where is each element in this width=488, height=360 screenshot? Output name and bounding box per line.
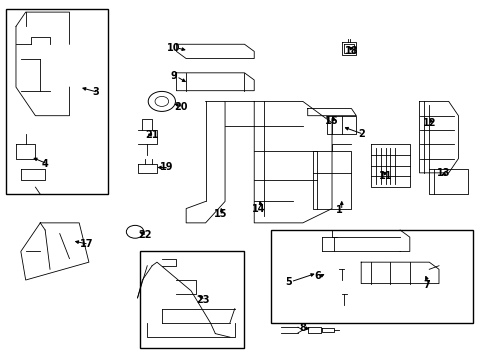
- Text: 2: 2: [357, 129, 364, 139]
- Bar: [140, 251, 244, 348]
- Text: 17: 17: [80, 239, 93, 249]
- Text: 15: 15: [213, 209, 226, 219]
- Text: 3: 3: [93, 87, 100, 98]
- Text: 1: 1: [335, 205, 342, 215]
- Text: 20: 20: [174, 102, 188, 112]
- Text: 11: 11: [378, 171, 391, 181]
- Bar: [6, 9, 108, 194]
- Text: 8: 8: [299, 323, 305, 333]
- Text: 4: 4: [41, 159, 48, 169]
- Text: 6: 6: [313, 271, 320, 282]
- Text: 5: 5: [285, 277, 291, 287]
- Text: 22: 22: [138, 230, 151, 240]
- Bar: [271, 230, 472, 323]
- Text: 21: 21: [145, 130, 159, 140]
- Text: 13: 13: [436, 168, 449, 178]
- Text: 18: 18: [344, 46, 358, 57]
- Text: 7: 7: [423, 280, 429, 291]
- Text: 10: 10: [167, 43, 181, 53]
- Text: 14: 14: [252, 203, 265, 213]
- Text: 12: 12: [422, 118, 435, 128]
- Text: 9: 9: [170, 71, 177, 81]
- Text: 19: 19: [160, 162, 173, 172]
- Text: 16: 16: [325, 116, 338, 126]
- Text: 23: 23: [196, 295, 209, 305]
